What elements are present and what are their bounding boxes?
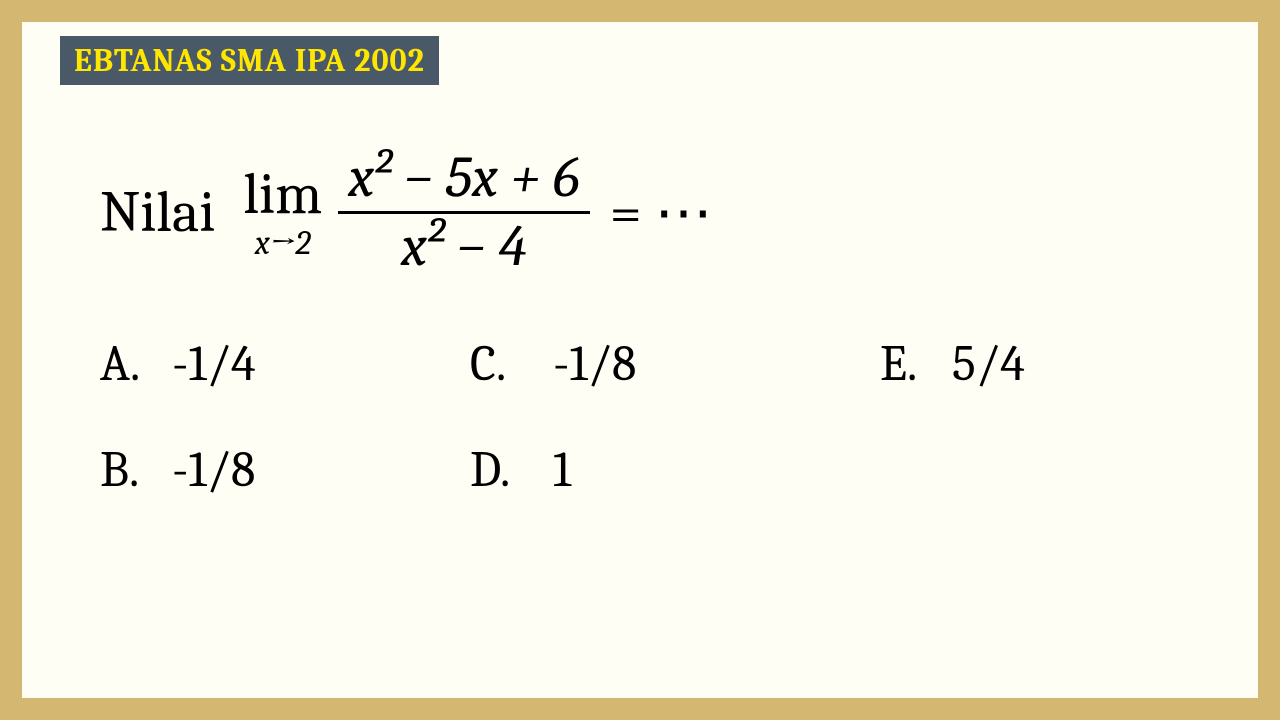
exam-badge: EBTANAS SMA IPA 2002 <box>60 36 439 85</box>
option-c: C. -1/8 <box>470 335 880 393</box>
question-expression: Nilai lim x→2 x² − 5x + 6 x² − 4 = ⋯ <box>100 145 1220 280</box>
lim-symbol: lim <box>243 166 322 224</box>
option-value: 5/4 <box>952 335 1025 393</box>
answer-options: A. -1/4 C. -1/8 E. 5/4 B. -1/8 D. 1 <box>100 335 1220 499</box>
option-value: -1/4 <box>172 335 256 393</box>
limit-notation: lim x→2 <box>243 166 322 260</box>
option-letter: D. <box>470 441 542 499</box>
option-value: -1/8 <box>542 335 636 393</box>
option-e: E. 5/4 <box>880 335 1180 393</box>
option-a: A. -1/4 <box>100 335 470 393</box>
option-value: 1 <box>542 441 571 499</box>
option-d: D. 1 <box>470 441 880 499</box>
denominator: x² − 4 <box>391 214 537 280</box>
page: EBTANAS SMA IPA 2002 Nilai lim x→2 x² − … <box>22 22 1258 698</box>
equals-suffix: = ⋯ <box>610 178 713 247</box>
option-value: -1/8 <box>172 441 255 499</box>
option-letter: B. <box>100 441 172 499</box>
prefix-text: Nilai <box>100 179 215 246</box>
option-letter: A. <box>100 335 172 393</box>
option-b: B. -1/8 <box>100 441 470 499</box>
lim-approach: x→2 <box>255 226 311 260</box>
fraction: x² − 5x + 6 x² − 4 <box>338 145 589 280</box>
option-letter: E. <box>880 335 952 393</box>
numerator: x² − 5x + 6 <box>338 145 589 211</box>
option-letter: C. <box>470 335 542 393</box>
